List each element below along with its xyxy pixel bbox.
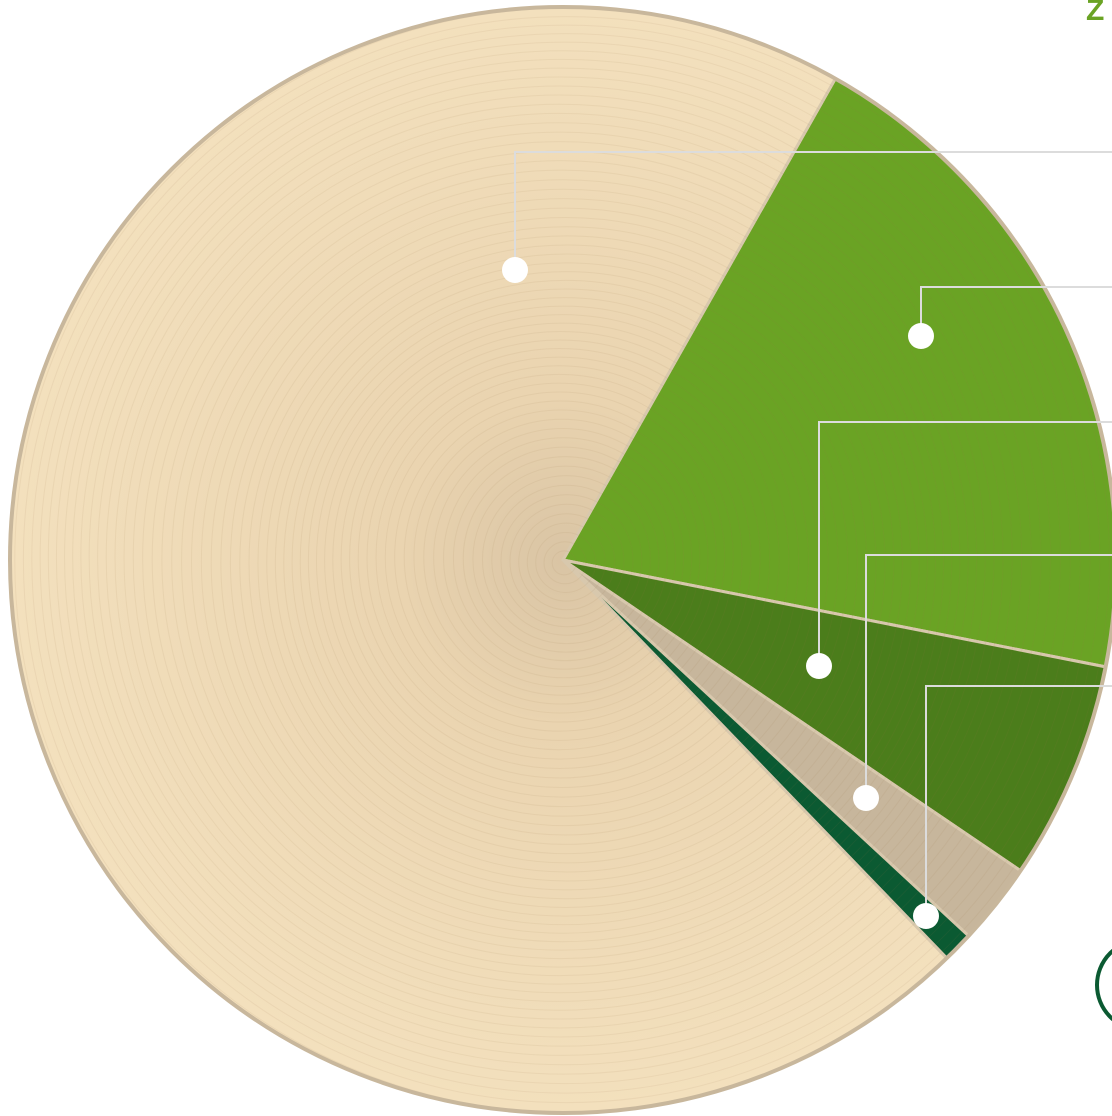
chart: Z [0,0,1112,1116]
leader-dot [502,257,528,283]
leader-dot [853,785,879,811]
leader-dot [913,903,939,929]
page: Z (() => { const data = JSON.parse(docum… [0,0,1112,1116]
nav-button[interactable] [1097,940,1112,1030]
chart-title: Z [1086,0,1104,27]
leader-dot [908,323,934,349]
leader-dot [806,653,832,679]
